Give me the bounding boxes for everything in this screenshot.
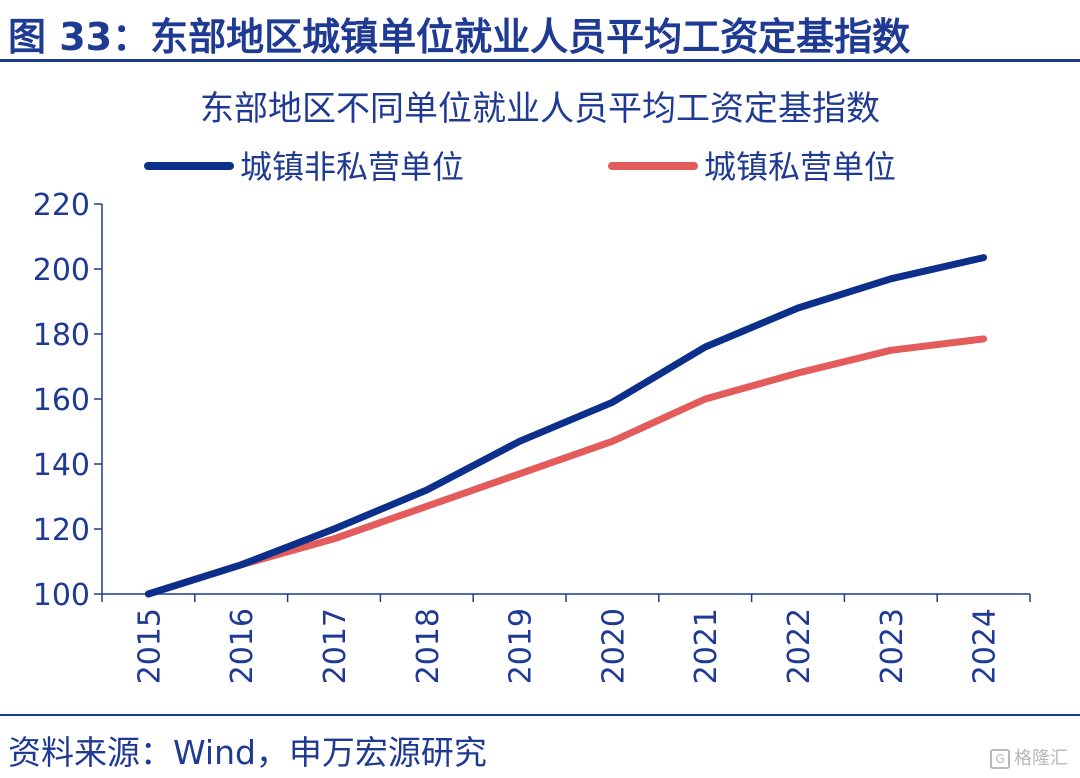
axes: 100 120 140 160 180 200 220 2015 2016 2017 2018 201… xyxy=(33,188,1031,684)
x-tick-label-5: 2020 xyxy=(596,608,631,684)
y-tick-label-1: 120 xyxy=(33,513,90,548)
x-tick-label-4: 2019 xyxy=(504,608,539,684)
legend-label-1: 城镇私营单位 xyxy=(704,148,896,186)
source-note: 资料来源：Wind，申万宏源研究 xyxy=(8,733,487,772)
watermark-text: 格隆汇 xyxy=(1014,748,1068,769)
y-tick-label-3: 160 xyxy=(33,383,90,418)
series-lines xyxy=(144,254,988,598)
y-tick-label-2: 140 xyxy=(33,448,90,483)
figure-title: 图 33：东部地区城镇单位就业人员平均工资定基指数 xyxy=(8,15,911,59)
y-tick-label-0: 100 xyxy=(33,578,90,613)
x-tick-label-0: 2015 xyxy=(132,608,167,684)
legend: 城镇非私营单位 城镇私营单位 xyxy=(144,148,896,186)
source-divider xyxy=(0,714,1080,716)
x-tick-label-9: 2024 xyxy=(968,608,1003,684)
line-chart: 东部地区不同单位就业人员平均工资定基指数 城镇非私营单位 城镇私营单位 100 12… xyxy=(33,89,1031,684)
x-tick-label-7: 2022 xyxy=(782,608,817,684)
x-tick-label-3: 2018 xyxy=(411,608,446,684)
figure-header: 图 33：东部地区城镇单位就业人员平均工资定基指数 xyxy=(0,0,1080,62)
x-tick-label-2: 2017 xyxy=(318,608,353,684)
watermark: G 格隆汇 xyxy=(990,744,1068,770)
chart-title: 东部地区不同单位就业人员平均工资定基指数 xyxy=(200,89,880,129)
series-line-0 xyxy=(144,254,988,598)
x-tick-label-8: 2023 xyxy=(875,608,910,684)
x-tick-label-1: 2016 xyxy=(225,608,260,684)
legend-label-0: 城镇非私营单位 xyxy=(240,148,464,186)
watermark-logo-icon: G xyxy=(990,749,1010,769)
y-tick-label-6: 220 xyxy=(33,188,90,223)
x-tick-label-6: 2021 xyxy=(689,608,724,684)
y-tick-label-5: 200 xyxy=(33,253,90,288)
y-tick-label-4: 180 xyxy=(33,318,90,353)
series-line-1 xyxy=(144,335,988,598)
